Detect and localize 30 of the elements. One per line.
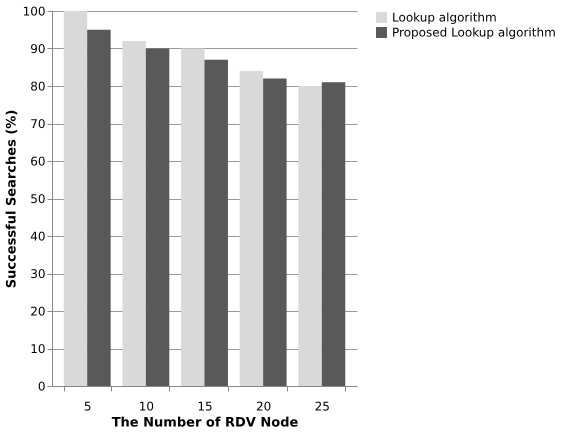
y-axis-title: Successful Searches (%) xyxy=(4,110,20,288)
x-tick-label: 20 xyxy=(256,400,272,414)
legend-label: Lookup algorithm xyxy=(392,10,497,24)
y-tick-label: 0 xyxy=(38,380,46,394)
bar xyxy=(263,78,287,386)
x-tick-label: 10 xyxy=(138,400,154,414)
legend-label: Proposed Lookup algorithm xyxy=(392,26,556,40)
x-tick-label: 15 xyxy=(197,400,213,414)
y-tick-label: 40 xyxy=(30,230,46,244)
bar xyxy=(64,11,88,386)
bar xyxy=(204,60,228,386)
bar xyxy=(181,48,204,386)
bar xyxy=(87,30,111,386)
y-tick-label: 30 xyxy=(30,267,46,281)
x-tick-label: 25 xyxy=(314,400,330,414)
y-tick-label: 20 xyxy=(30,304,46,318)
y-tick-label: 10 xyxy=(30,342,46,356)
y-tick-label: 50 xyxy=(30,192,46,206)
y-tick-label: 60 xyxy=(30,154,46,168)
y-tick-label: 70 xyxy=(30,117,46,131)
bar xyxy=(240,71,264,386)
y-tick-label: 80 xyxy=(30,80,46,94)
bar xyxy=(146,48,170,386)
x-axis-title: The Number of RDV Node xyxy=(112,416,299,430)
y-tick-label: 90 xyxy=(30,42,46,56)
bar xyxy=(122,41,146,386)
x-tick-label: 5 xyxy=(84,400,92,414)
bar xyxy=(298,86,322,386)
y-tick-label: 100 xyxy=(22,4,46,18)
bar xyxy=(322,82,346,386)
